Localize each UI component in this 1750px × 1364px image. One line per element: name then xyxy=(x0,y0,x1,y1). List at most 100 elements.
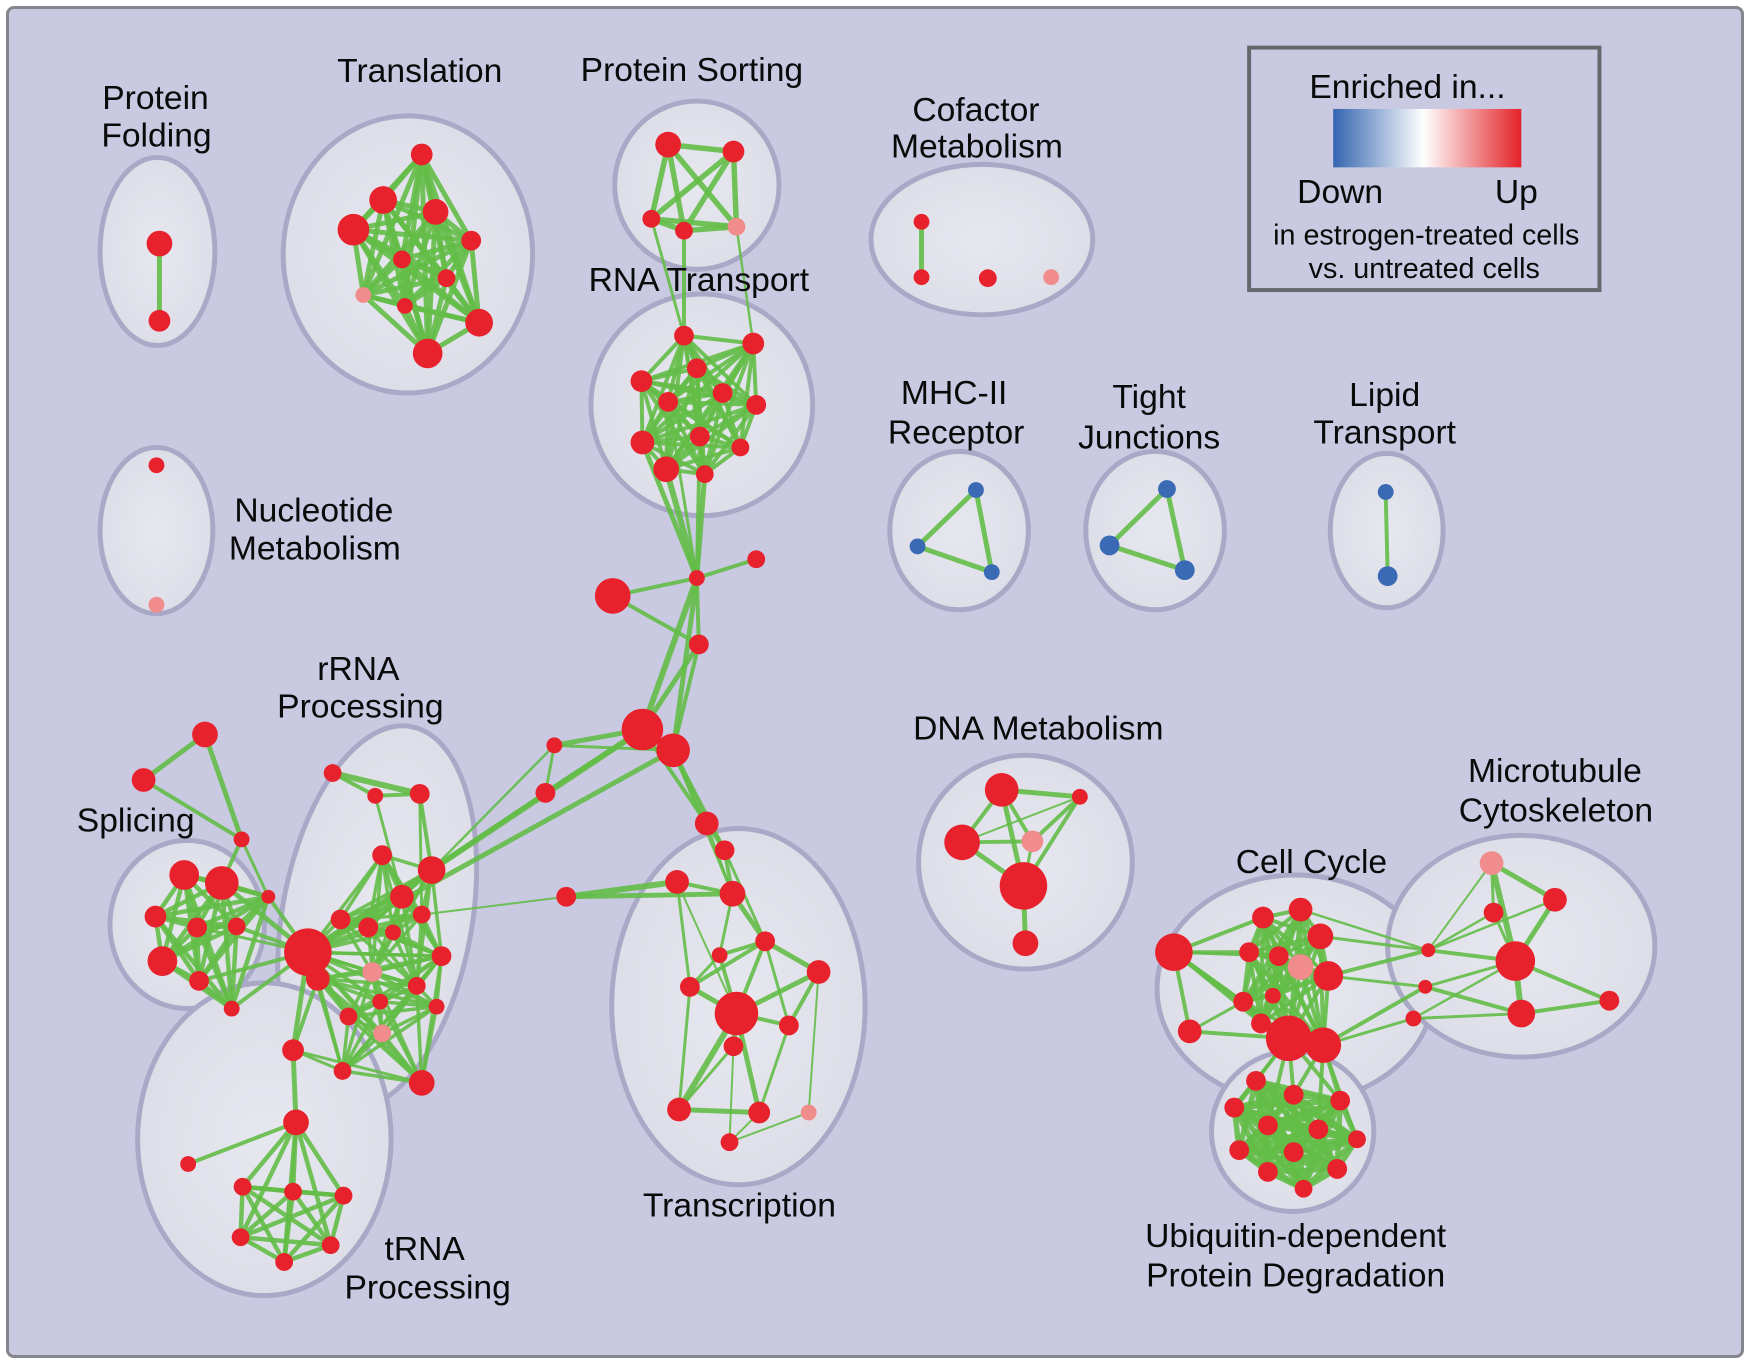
edge-r13-r14 xyxy=(346,1004,439,1019)
cluster-label: Protein xyxy=(102,80,209,117)
edge-c7-mj2 xyxy=(1326,974,1427,989)
edge-ps1-ps5 xyxy=(665,141,740,230)
cluster-label: Protein Degradation xyxy=(1146,1258,1445,1295)
edge-r0c-r7 xyxy=(418,792,424,917)
cluster-ellipse-protein-sorting xyxy=(612,98,782,272)
edge-l3-trd xyxy=(563,891,735,900)
node-r16-red xyxy=(408,1069,435,1096)
cluster-ellipse-dna-metabolism xyxy=(916,752,1135,972)
node-u2-red xyxy=(1283,1084,1304,1105)
node-d2-red xyxy=(1071,788,1088,805)
edge-c3-mj1 xyxy=(1318,934,1430,952)
edge-tn_top-tn4 xyxy=(238,1120,299,1240)
node-ch1-red xyxy=(1265,1015,1312,1062)
node-l1-red xyxy=(546,737,563,754)
cluster-label: Metabolism xyxy=(229,530,401,567)
cluster-label: Splicing xyxy=(77,802,195,839)
node-tn1-red xyxy=(233,1177,252,1196)
node-sp7-red xyxy=(147,946,178,976)
edge-d3-d2 xyxy=(961,795,1081,844)
cluster-label: Cell Cycle xyxy=(1236,844,1387,881)
edge-r0a-r0c xyxy=(329,770,423,797)
node-sp2-red xyxy=(204,866,239,900)
node-tre-red xyxy=(755,931,776,952)
legend-gradient-bar xyxy=(1333,108,1522,168)
edge-ps5-rt2 xyxy=(735,225,755,345)
edge-mj2-mlow xyxy=(1423,984,1524,1016)
edge-r8-r10 xyxy=(370,954,444,974)
edge-h2-trb xyxy=(671,748,727,853)
node-c3-red xyxy=(1307,923,1334,950)
node-trf-red xyxy=(711,947,728,964)
edge-r13-r16 xyxy=(346,1014,424,1085)
cluster-label: tRNA xyxy=(385,1231,466,1268)
node-mj3-red xyxy=(1405,1010,1422,1027)
node-c6-pink xyxy=(1287,954,1314,980)
node-t7-red xyxy=(437,269,456,288)
edge-r11-r14 xyxy=(378,999,439,1009)
node-sp6-red xyxy=(261,889,276,904)
node-r10-red xyxy=(431,946,452,967)
node-c5-red xyxy=(1268,946,1289,967)
cluster-label: MHC-II xyxy=(901,375,1007,412)
edge-u7-u10 xyxy=(1265,1136,1360,1175)
node-t11-red xyxy=(412,338,443,369)
edge-c7-mj1 xyxy=(1326,948,1431,978)
edge-t4-t10 xyxy=(433,209,482,326)
edge-rt7-rt12 xyxy=(702,402,759,477)
cluster-label: Protein Sorting xyxy=(581,52,803,89)
edge-trh-trn xyxy=(807,970,820,1114)
node-r11-red xyxy=(372,993,389,1010)
cluster-label: Cofactor xyxy=(912,92,1039,129)
node-ps1-red xyxy=(655,131,682,158)
node-c7-red xyxy=(1313,961,1344,991)
node-c9-red xyxy=(1264,987,1281,1004)
edge-rt1-rt2 xyxy=(682,333,756,346)
edge-mh1-mh3 xyxy=(973,487,995,575)
legend: Enriched in... Down Up in estrogen-treated … xyxy=(1247,45,1602,293)
cluster-label: Microtubule xyxy=(1468,753,1642,790)
edge-tn2-tn6 xyxy=(281,1189,296,1265)
node-l2-red xyxy=(535,782,556,803)
node-ps2-red xyxy=(722,140,745,163)
edge-l2-r2 xyxy=(429,790,548,873)
edge-t1-t5 xyxy=(419,152,474,244)
legend-down-label: Down xyxy=(1297,174,1383,211)
node-d1-red xyxy=(984,773,1019,807)
node-t1-red xyxy=(410,143,433,166)
node-u10-red xyxy=(1258,1162,1278,1182)
cluster-label: Tight xyxy=(1112,379,1186,416)
node-tn4-red xyxy=(231,1228,250,1247)
edge-rc2-r15 xyxy=(316,977,345,1073)
node-c4-red xyxy=(1239,942,1260,963)
node-st2-red xyxy=(131,768,156,792)
edge-tro-trn xyxy=(728,1111,810,1144)
cluster-ellipse-nucleotide-metabolism xyxy=(97,444,216,617)
node-rt11-red xyxy=(653,456,680,483)
node-l3-red xyxy=(556,886,577,907)
node-r15-red xyxy=(333,1062,352,1080)
edge-c2-mj1 xyxy=(1299,908,1430,952)
node-tj2-blue xyxy=(1099,535,1120,556)
edge-t7-t8 xyxy=(360,275,449,298)
edge-tn2-tn5 xyxy=(290,1189,333,1248)
edge-st1-st3 xyxy=(202,731,245,842)
node-ps4-red xyxy=(675,221,693,240)
edge-tre-trj xyxy=(763,939,791,1027)
edge-trc-trg xyxy=(675,880,692,989)
node-r14-red xyxy=(428,998,445,1015)
node-nm2-pink xyxy=(148,596,165,613)
node-t4-red xyxy=(422,199,449,225)
node-mright-red xyxy=(1599,990,1620,1011)
edge-t2-t8 xyxy=(360,197,386,298)
edge-mpink-mj1 xyxy=(1427,862,1493,952)
node-tri-red xyxy=(714,991,759,1036)
node-u4-red xyxy=(1330,1090,1351,1111)
node-lt2-blue xyxy=(1377,566,1398,586)
node-lt1-blue xyxy=(1377,484,1394,500)
node-r12-pink xyxy=(373,1024,392,1043)
node-cf1-red xyxy=(913,213,930,230)
cluster-label: Transport xyxy=(1313,414,1456,451)
node-tj1-blue xyxy=(1158,480,1176,498)
